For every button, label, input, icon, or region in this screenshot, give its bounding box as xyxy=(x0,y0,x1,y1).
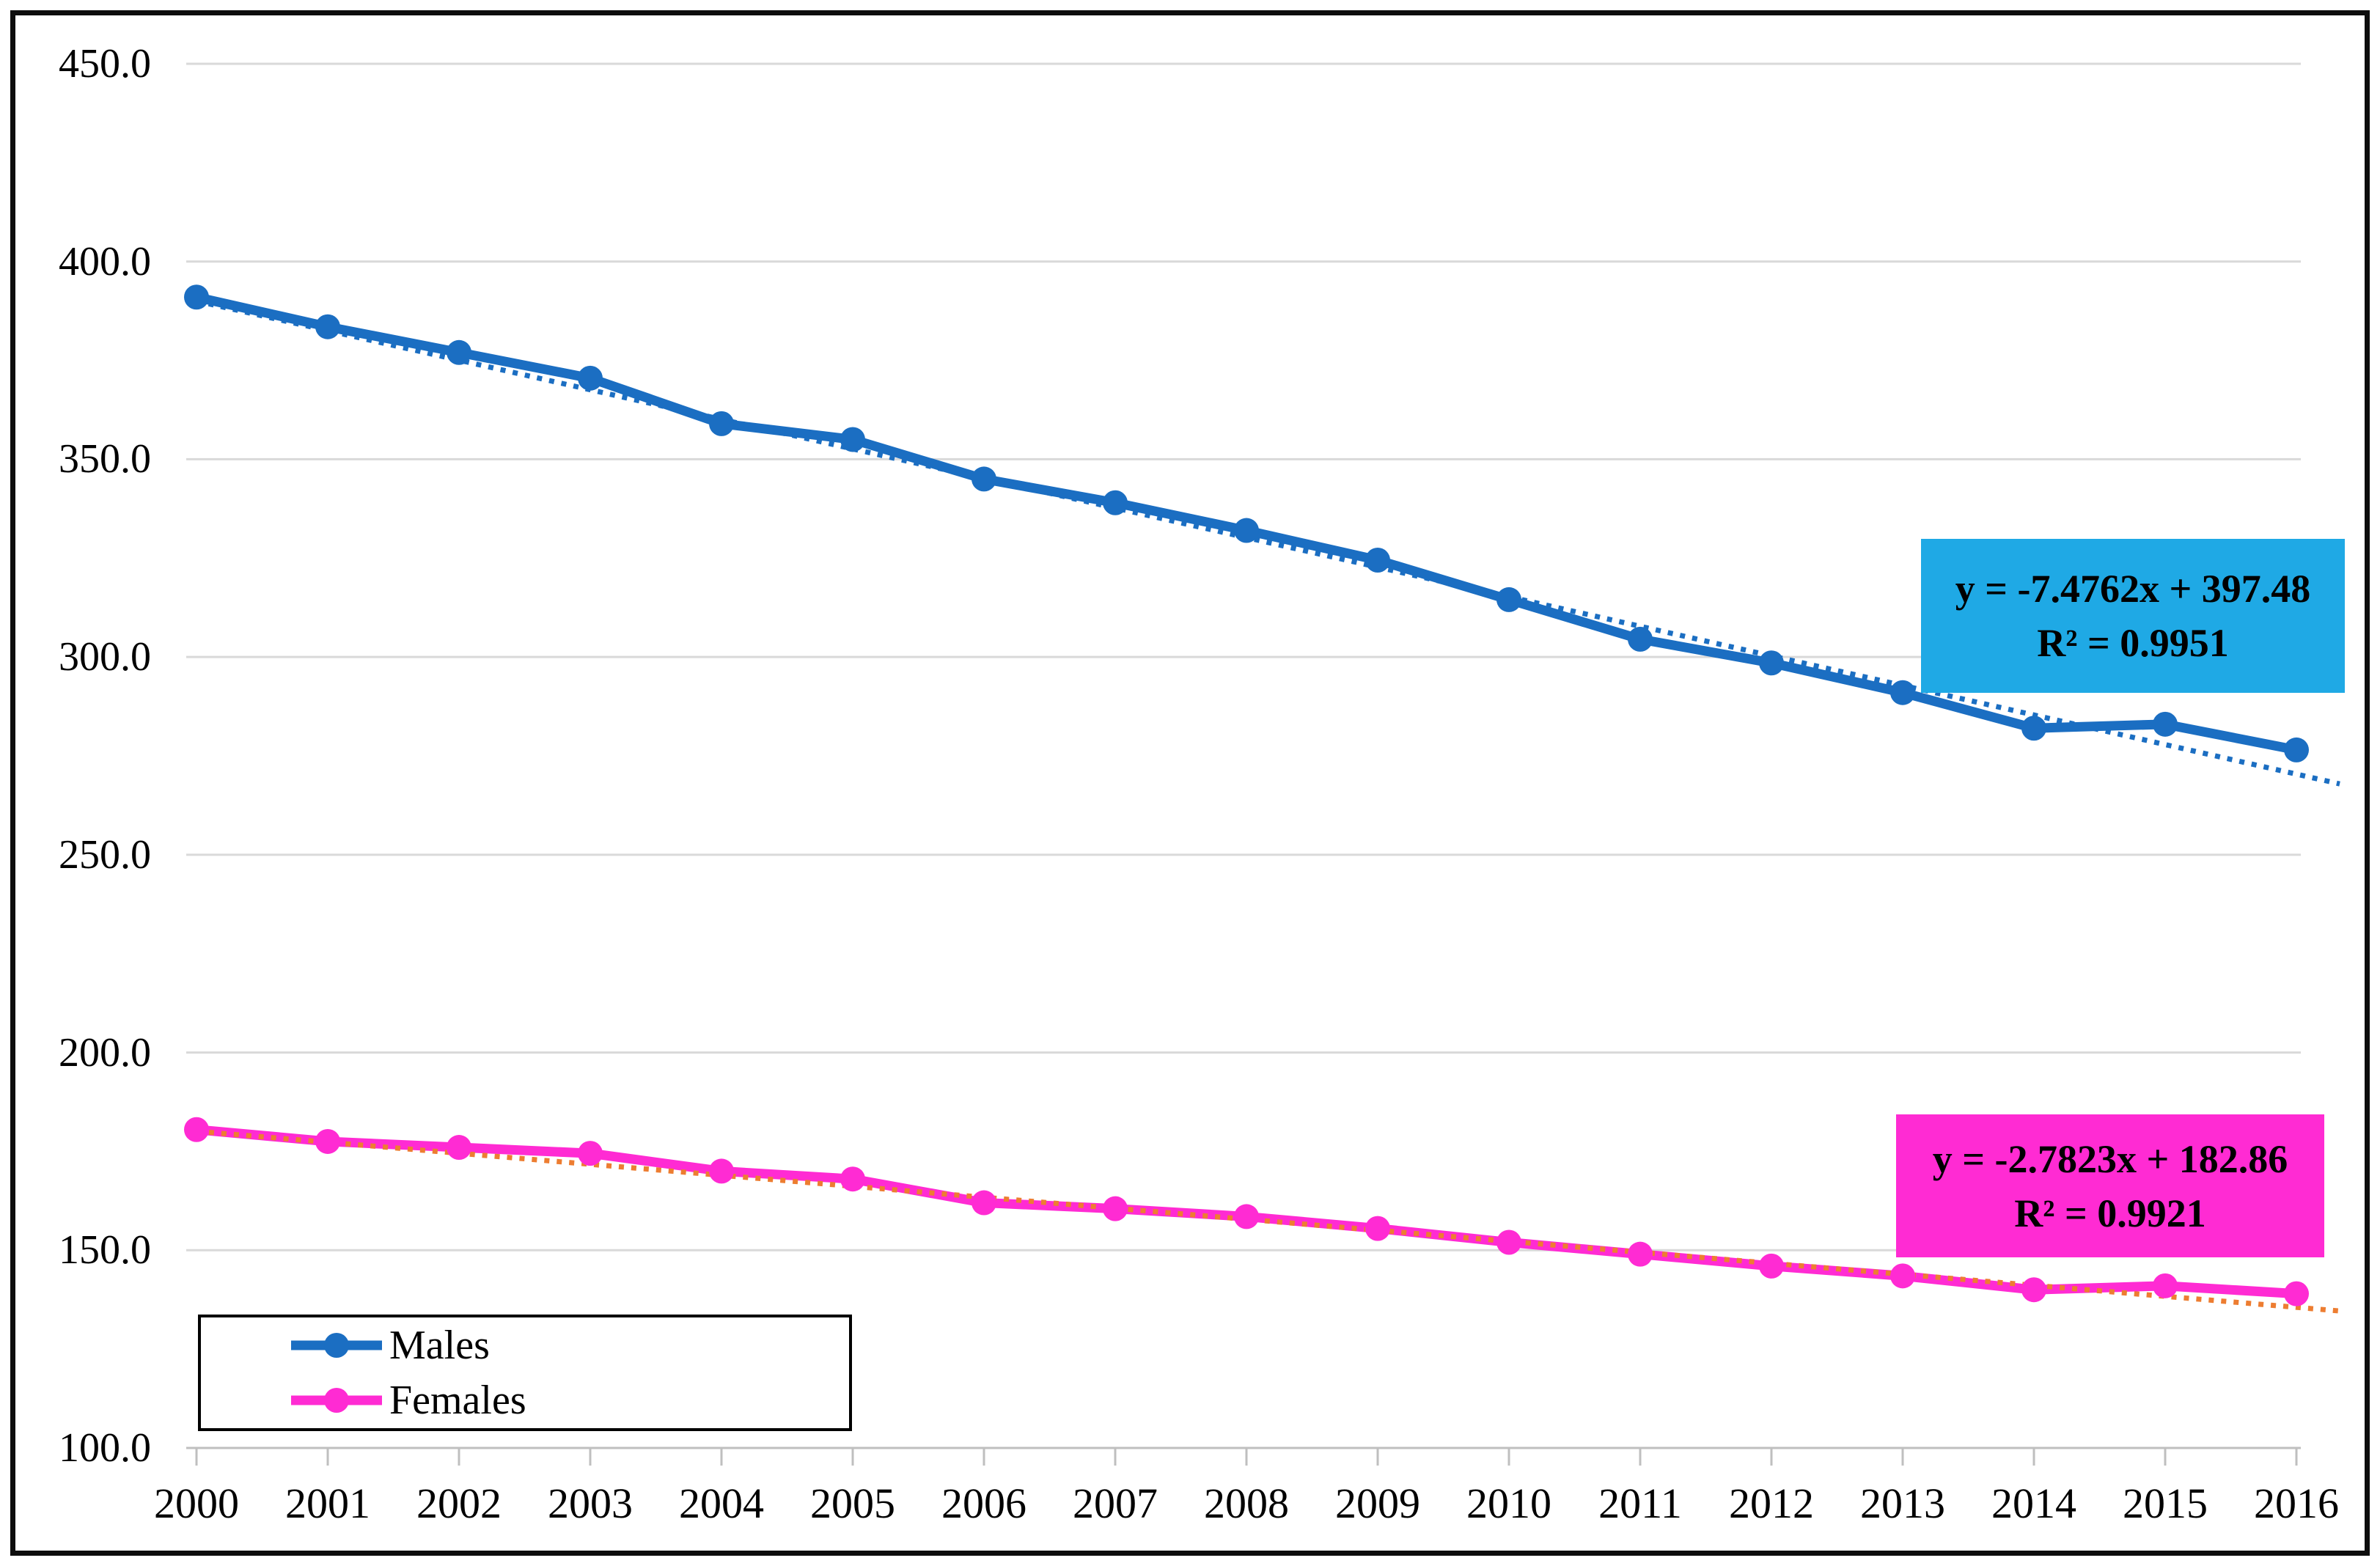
data-point-males-2015 xyxy=(2153,711,2178,737)
x-axis-label: 2011 xyxy=(1598,1479,1682,1527)
data-point-males-2011 xyxy=(1628,626,1653,652)
data-point-females-2014 xyxy=(2021,1277,2046,1303)
data-point-females-2007 xyxy=(1103,1196,1128,1221)
data-point-females-2011 xyxy=(1628,1241,1653,1267)
x-axis-label: 2008 xyxy=(1204,1479,1289,1527)
data-point-females-2006 xyxy=(972,1190,996,1216)
y-axis-tick-label: 300.0 xyxy=(59,634,151,680)
x-axis-label: 2016 xyxy=(2254,1479,2339,1527)
y-axis-tick-label: 250.0 xyxy=(59,831,151,878)
data-point-males-2004 xyxy=(709,411,734,436)
trendline-label-males: y = -7.4762x + 397.48 R² = 0.9951 xyxy=(1921,539,2345,693)
x-axis-label: 2013 xyxy=(1860,1479,1945,1527)
x-axis-label: 2015 xyxy=(2123,1479,2208,1527)
data-point-females-2002 xyxy=(447,1135,471,1161)
x-axis-label: 2002 xyxy=(416,1479,502,1527)
x-axis-label: 2005 xyxy=(810,1479,895,1527)
y-axis-tick-label: 350.0 xyxy=(59,436,151,482)
x-axis-label: 2014 xyxy=(1991,1479,2076,1527)
x-axis-label: 2010 xyxy=(1466,1479,1551,1527)
x-axis-label: 2001 xyxy=(285,1479,370,1527)
data-point-males-2012 xyxy=(1759,650,1784,676)
males-line-marker-icon xyxy=(291,1332,382,1358)
data-point-males-2013 xyxy=(1890,680,1915,705)
data-point-females-2015 xyxy=(2153,1273,2178,1298)
y-axis-tick-label: 400.0 xyxy=(59,238,151,284)
data-point-males-2016 xyxy=(2284,737,2309,762)
data-point-males-2002 xyxy=(447,339,471,365)
x-axis-label: 2009 xyxy=(1335,1479,1420,1527)
x-axis-label: 2006 xyxy=(941,1479,1026,1527)
data-point-males-2005 xyxy=(840,427,865,452)
trendline-equation-males: y = -7.4762x + 397.48 xyxy=(1955,567,2311,611)
data-point-males-2007 xyxy=(1103,490,1128,515)
data-point-females-2012 xyxy=(1759,1253,1784,1279)
legend-item-males: Males xyxy=(201,1317,849,1373)
data-point-females-2013 xyxy=(1890,1263,1915,1289)
x-axis-label: 2012 xyxy=(1729,1479,1814,1527)
legend-label-females: Females xyxy=(389,1378,526,1424)
data-point-males-2008 xyxy=(1234,518,1259,543)
data-point-males-2014 xyxy=(2021,716,2046,741)
y-axis-tick-label: 200.0 xyxy=(59,1029,151,1076)
data-point-males-2006 xyxy=(972,466,996,492)
y-axis-tick-label: 450.0 xyxy=(59,41,151,87)
data-point-females-2000 xyxy=(184,1117,209,1142)
data-point-females-2003 xyxy=(578,1141,603,1166)
x-axis-label: 2004 xyxy=(679,1479,764,1527)
trendline-males xyxy=(196,298,2340,787)
y-axis-tick-label: 150.0 xyxy=(59,1227,151,1273)
x-axis-label: 2000 xyxy=(154,1479,239,1527)
data-point-females-2005 xyxy=(840,1166,865,1192)
data-point-females-2008 xyxy=(1234,1204,1259,1229)
trendline-label-females: y = -2.7823x + 182.86 R² = 0.9921 xyxy=(1896,1114,2324,1257)
trendline-females xyxy=(196,1128,2340,1314)
y-axis-tick-label: 100.0 xyxy=(59,1425,151,1471)
data-point-females-2010 xyxy=(1496,1229,1521,1255)
trendline-r2-males: R² = 0.9951 xyxy=(2037,621,2229,665)
trendline-r2-females: R² = 0.9921 xyxy=(2014,1191,2206,1235)
legend-item-females: Females xyxy=(201,1373,849,1429)
data-point-females-2001 xyxy=(315,1128,340,1154)
females-line-marker-icon xyxy=(291,1388,382,1414)
data-point-males-2010 xyxy=(1496,587,1521,612)
data-point-males-2009 xyxy=(1365,547,1390,573)
trendline-equation-females: y = -2.7823x + 182.86 xyxy=(1932,1136,2288,1181)
data-point-males-2003 xyxy=(578,365,603,391)
legend: Males Females xyxy=(198,1315,852,1431)
legend-label-males: Males xyxy=(389,1322,490,1368)
data-point-males-2001 xyxy=(315,314,340,339)
data-point-females-2016 xyxy=(2284,1281,2309,1306)
data-point-females-2004 xyxy=(709,1158,734,1184)
data-point-females-2009 xyxy=(1365,1216,1390,1241)
x-axis-label: 2003 xyxy=(548,1479,633,1527)
data-point-males-2000 xyxy=(184,284,209,310)
x-axis-label: 2007 xyxy=(1073,1479,1158,1527)
